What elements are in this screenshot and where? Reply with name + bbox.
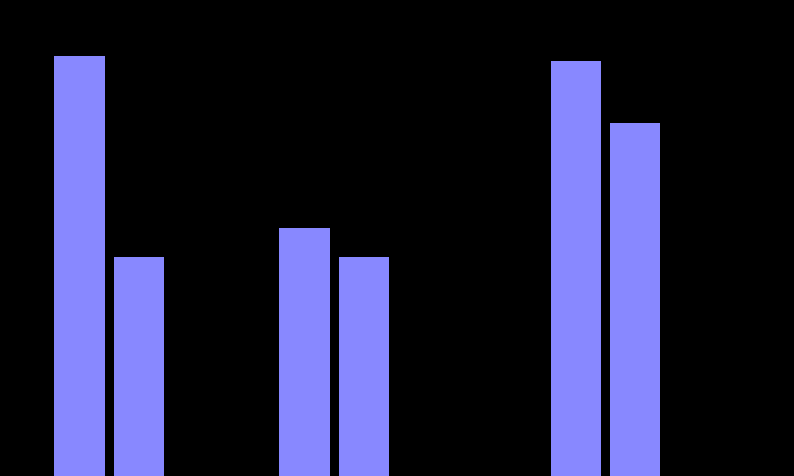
Bar (279, 228, 330, 476)
Bar (339, 257, 389, 476)
Bar (114, 257, 164, 476)
Bar (54, 57, 105, 476)
Bar (610, 124, 661, 476)
Bar (550, 62, 601, 476)
